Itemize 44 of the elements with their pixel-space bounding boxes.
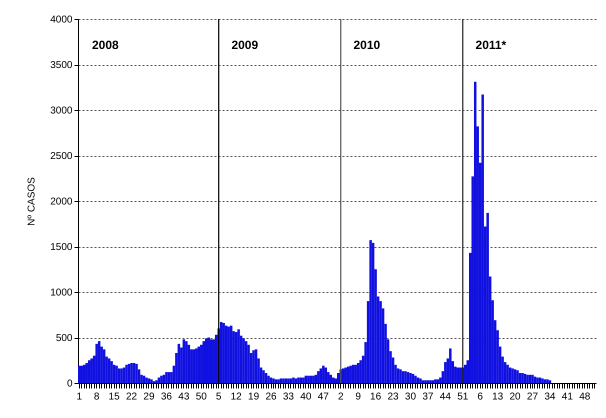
x-tick-label: 33 [282,392,294,402]
annotation: 2010 [353,38,381,52]
x-tick-label: 1 [76,392,82,402]
y-tick-label: 3000 [50,106,73,116]
x-tick-label: 44 [440,392,452,402]
x-tick-label: 47 [318,392,330,402]
x-tick-label: 34 [544,392,556,402]
x-tick-label: 15 [108,392,120,402]
x-tick-label: 23 [387,392,400,402]
x-tick-label: 51 [457,392,469,402]
x-tick-label: 16 [370,392,382,402]
x-tick-label: 26 [265,392,278,402]
x-tick-label: 8 [94,392,100,402]
annotation: 2009 [231,38,258,52]
x-tick-label: 2 [338,392,344,402]
y-axis-title: Nº CASOS [26,176,38,226]
x-tick-label: 36 [160,392,172,402]
x-tick-label: 43 [178,392,190,402]
x-tick-label: 5 [216,392,222,402]
x-tick-label: 9 [355,392,362,402]
y-tick-label: 1000 [50,288,73,298]
x-tick-label: 37 [422,392,434,402]
x-tick-label: 30 [404,392,416,402]
y-tick-label: 1500 [50,242,73,253]
y-tick-label: 500 [56,333,73,344]
x-tick-label: 41 [562,392,574,402]
x-tick-label: 40 [300,392,312,402]
x-tick-label: 50 [196,392,208,402]
x-tick-label: 22 [126,392,138,402]
x-tick-label: 6 [477,392,484,402]
y-tick-label: 0 [66,378,73,390]
x-tick-label: 19 [248,392,260,402]
x-tick-label: 29 [143,392,155,402]
x-tick-label: 13 [492,392,504,402]
x-tick-label: 12 [230,392,242,402]
x-tick-label: 20 [510,392,522,402]
x-tick-label: 48 [579,392,591,402]
annotation: 2011* [476,38,507,52]
y-tick-label: 3500 [50,60,73,71]
annotation: 2008 [92,38,120,52]
y-tick-label: 2500 [50,151,73,162]
y-tick-label: 2000 [50,196,73,208]
y-tick-label: 4000 [50,14,73,26]
x-tick-label: 27 [526,392,538,402]
